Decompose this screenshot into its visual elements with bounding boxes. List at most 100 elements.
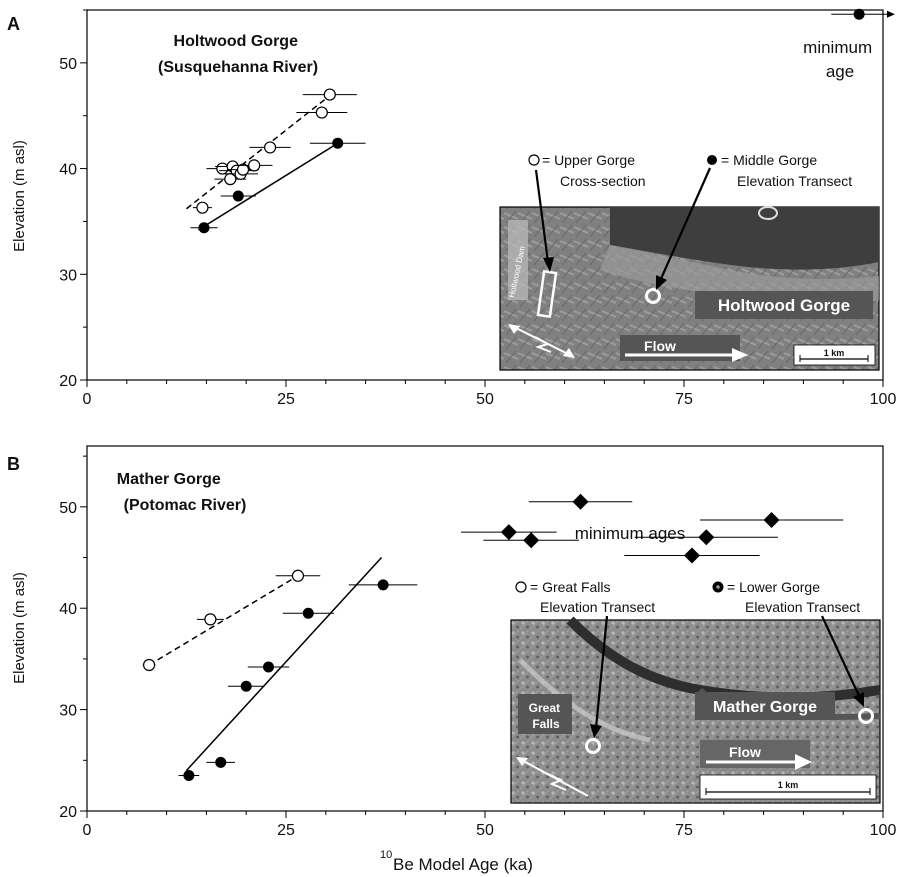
data-point xyxy=(332,137,344,149)
island xyxy=(758,206,778,220)
legend-line: Elevation Transect xyxy=(540,599,655,615)
x-tick-label: 50 xyxy=(476,822,494,839)
minimum-line: minimum xyxy=(803,38,872,57)
data-point xyxy=(196,201,209,214)
data-point xyxy=(853,8,865,20)
scale-label: 1 km xyxy=(778,780,799,790)
scale-label: 1 km xyxy=(824,348,845,358)
fault-symbol xyxy=(547,773,567,791)
x-tick-label: 0 xyxy=(83,822,92,839)
pointer-arrowhead xyxy=(853,692,864,707)
falls-label-bg xyxy=(518,694,572,734)
y-tick-label: 40 xyxy=(59,162,77,179)
data-point xyxy=(263,141,277,154)
data-point xyxy=(232,190,244,202)
minimum-age-label: minimum age xyxy=(803,38,877,81)
panel-b: B Mather Gorge (Potomac River) Elevation… xyxy=(7,445,897,874)
legend: = Great Falls Elevation Transect = Lower… xyxy=(515,579,864,738)
minimum-ages-label: minimum ages xyxy=(575,524,686,543)
data-point xyxy=(204,613,217,626)
compass-arrowhead xyxy=(516,757,528,766)
data-point xyxy=(142,658,156,672)
pointer-arrow xyxy=(821,615,861,699)
arrowhead xyxy=(886,10,895,18)
pointer-arrowhead xyxy=(656,275,667,290)
chart-title: Holtwood Gorge (Susquehanna River) xyxy=(158,33,318,76)
legend: = Upper Gorge Cross-section = Middle Gor… xyxy=(528,152,852,290)
place-label: Mather Gorge xyxy=(713,699,817,716)
y-tick-label: 30 xyxy=(59,703,77,720)
y-tick-label: 40 xyxy=(59,601,77,618)
scale-bar-box xyxy=(699,774,877,800)
data-point xyxy=(323,88,336,101)
transect-marker xyxy=(585,738,601,754)
compass-arrowhead xyxy=(563,348,575,358)
panel-a: A Holtwood Gorge (Susquehanna River) Ele… xyxy=(7,8,897,408)
trend-line xyxy=(148,575,299,666)
pointer-arrowhead xyxy=(590,724,602,738)
data-point xyxy=(183,770,195,782)
legend-line: = Lower Gorge xyxy=(727,579,820,595)
trend-line xyxy=(186,91,335,210)
y-tick-label: 30 xyxy=(59,267,77,284)
data-point xyxy=(248,159,261,172)
y-tick-label: 20 xyxy=(59,804,77,821)
x-tick-label: 75 xyxy=(675,822,693,839)
trend-line xyxy=(198,142,339,231)
place-label-bg xyxy=(695,692,835,720)
chart-title-line: Holtwood Gorge xyxy=(174,33,299,50)
data-point xyxy=(377,579,389,591)
inset-photo: Holtwood Dam Holtwood Gorge Flow 1 km xyxy=(499,206,880,371)
legend-filled-marker-dot xyxy=(716,585,720,589)
data-point xyxy=(291,569,305,582)
pointer-arrow xyxy=(594,615,609,729)
panel-letter: A xyxy=(7,14,20,34)
y-axis-label: Elevation (m asl) xyxy=(11,572,28,684)
y-axis-label: Elevation (m asl) xyxy=(11,140,28,252)
inset-photo: Great Falls Mather Gorge Flow 1 km xyxy=(510,616,881,804)
legend-open-label: = Great Falls Elevation Transect xyxy=(530,579,655,615)
legend-filled-label: = Lower Gorge Elevation Transect xyxy=(727,579,860,615)
trend-line xyxy=(185,557,383,771)
x-axis-label-superscript: 10 xyxy=(380,849,392,861)
legend-line: Elevation Transect xyxy=(745,599,860,615)
minimum-label: minimum age xyxy=(803,38,877,81)
x-tick-label: 100 xyxy=(870,822,897,839)
x-tick-label: 50 xyxy=(476,391,494,408)
scale-bar-box xyxy=(793,344,876,366)
flow-label: Flow xyxy=(644,338,676,354)
data-point xyxy=(523,532,540,549)
legend-line: Elevation Transect xyxy=(737,173,852,189)
data-point xyxy=(198,222,210,234)
x-tick-label: 100 xyxy=(870,391,897,408)
data-point xyxy=(763,512,780,529)
pointer-arrow xyxy=(658,167,712,282)
legend-open-marker xyxy=(528,154,540,166)
place-label-bg xyxy=(695,291,873,319)
x-axis-label-main: Be Model Age (ka) xyxy=(393,855,533,874)
data-point xyxy=(262,661,274,673)
y-tick-label: 50 xyxy=(59,56,77,73)
series-layer xyxy=(186,8,895,234)
data-point xyxy=(315,106,328,119)
data-point xyxy=(215,756,227,768)
data-point xyxy=(302,607,314,619)
chart-title: Mather Gorge (Potomac River) xyxy=(117,471,247,514)
dam-strip xyxy=(508,220,528,300)
minimum-label: minimum ages xyxy=(575,524,686,543)
x-tick-label: 0 xyxy=(83,391,92,408)
data-point xyxy=(240,680,252,692)
cross-section-box xyxy=(536,269,558,319)
legend-open-marker xyxy=(515,581,527,593)
data-point xyxy=(572,493,589,510)
chart-title-line: (Susquehanna River) xyxy=(158,59,318,76)
axes: 0 25 50 75 100 20 30 40 50 xyxy=(59,9,897,408)
compass-arrowhead xyxy=(508,324,520,334)
falls-label: Great Falls xyxy=(529,701,564,731)
pointer-arrow xyxy=(534,169,550,263)
x-tick-label: 25 xyxy=(277,822,295,839)
chart-title-line: (Potomac River) xyxy=(124,497,247,514)
legend-line: = Upper Gorge xyxy=(542,152,635,168)
falls-line: Falls xyxy=(532,717,560,731)
